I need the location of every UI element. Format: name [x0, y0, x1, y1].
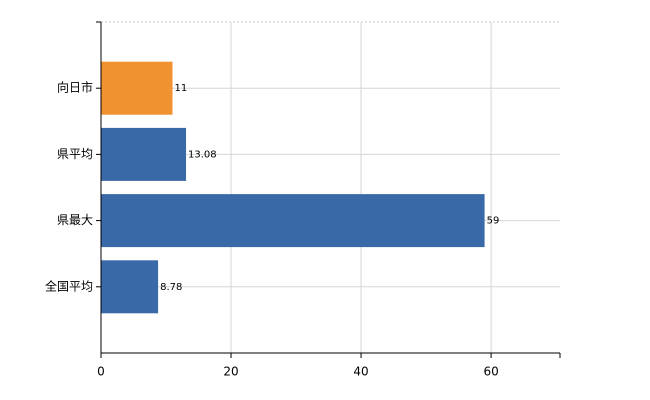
value-label: 11: [175, 83, 188, 94]
bar: [101, 61, 173, 115]
value-label: 59: [487, 216, 500, 227]
y-tick-label: 向日市: [57, 80, 93, 95]
bar: [101, 194, 485, 248]
x-tick-label: 0: [97, 365, 105, 379]
x-tick-label: 40: [353, 365, 368, 379]
y-tick-label: 全国平均: [45, 278, 93, 293]
y-tick-label: 県平均: [57, 147, 93, 161]
value-label: 13.08: [188, 149, 217, 160]
x-tick-label: 60: [483, 365, 498, 379]
x-tick-label: 20: [223, 365, 238, 379]
bar: [101, 260, 159, 314]
bar: [101, 127, 187, 181]
value-label: 8.78: [160, 282, 182, 293]
y-tick-label: 県最大: [57, 213, 93, 227]
